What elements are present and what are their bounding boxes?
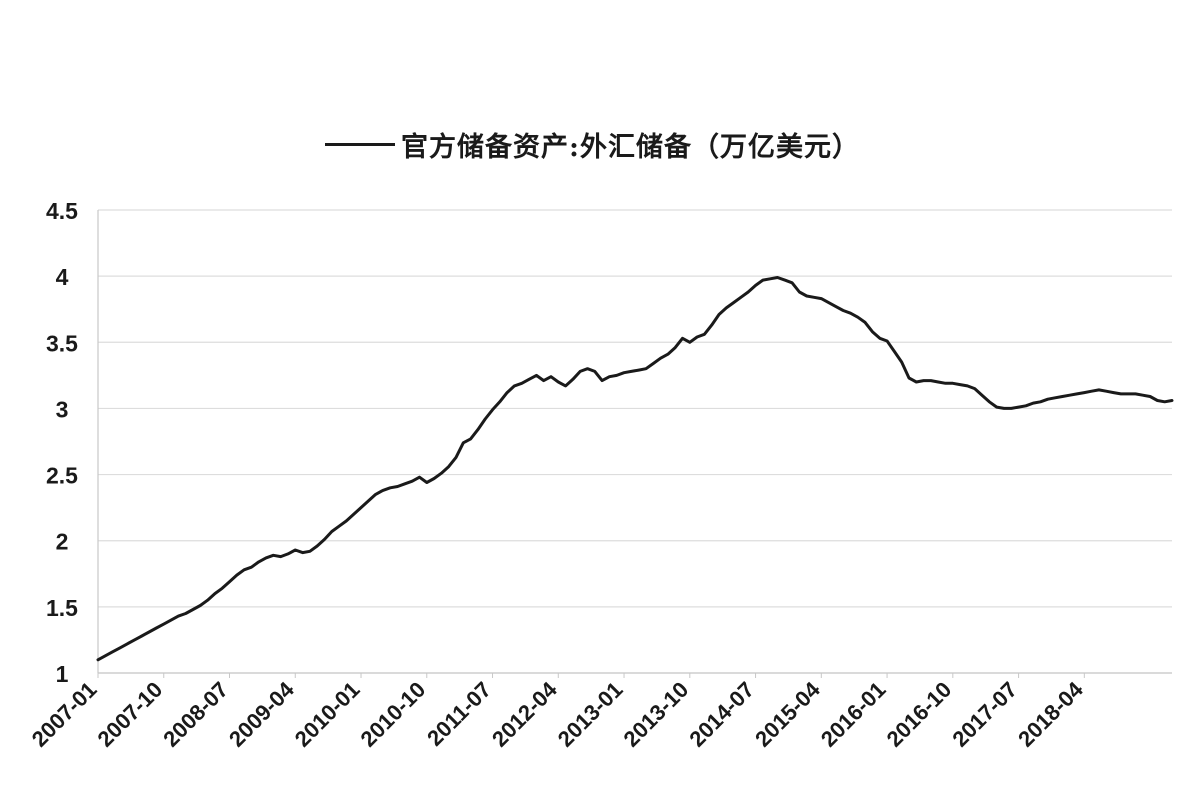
x-tick-label: 2012-04 <box>487 676 562 751</box>
x-tick-label: 2009-04 <box>224 676 299 751</box>
legend-label: 官方储备资产:外汇储备（万亿美元） <box>401 131 860 163</box>
x-tick-label: 2007-10 <box>93 677 168 752</box>
x-tick-label: 2014-07 <box>684 677 759 752</box>
y-tick-label: 1.5 <box>46 595 78 621</box>
x-tick-label: 2017-07 <box>947 677 1022 752</box>
x-tick-label: 2011-07 <box>422 677 496 751</box>
x-tick-label: 2007-01 <box>27 677 102 752</box>
y-tick-label: 3.5 <box>46 330 78 356</box>
x-tick-label: 2013-01 <box>553 677 628 752</box>
y-tick-label: 4.5 <box>46 198 78 224</box>
y-tick-label: 2 <box>56 529 69 555</box>
x-tick-label: 2015-04 <box>750 676 825 751</box>
x-tick-label: 2008-07 <box>158 677 233 752</box>
series-line <box>96 276 1174 662</box>
x-tick-label: 2013-10 <box>619 677 694 752</box>
x-tick-label: 2018-04 <box>1013 676 1088 751</box>
x-tick-label: 2010-01 <box>290 677 365 752</box>
y-tick-label: 2.5 <box>46 463 78 489</box>
x-tick-label: 2010-10 <box>356 677 431 752</box>
x-tick-label: 2016-01 <box>816 677 891 752</box>
legend: 官方储备资产:外汇储备（万亿美元） <box>325 126 860 163</box>
y-tick-label: 3 <box>56 396 69 422</box>
x-tick-label: 2016-10 <box>882 677 957 752</box>
y-tick-label: 1 <box>56 661 69 687</box>
legend-line-swatch <box>325 142 395 146</box>
y-tick-label: 4 <box>56 264 69 290</box>
